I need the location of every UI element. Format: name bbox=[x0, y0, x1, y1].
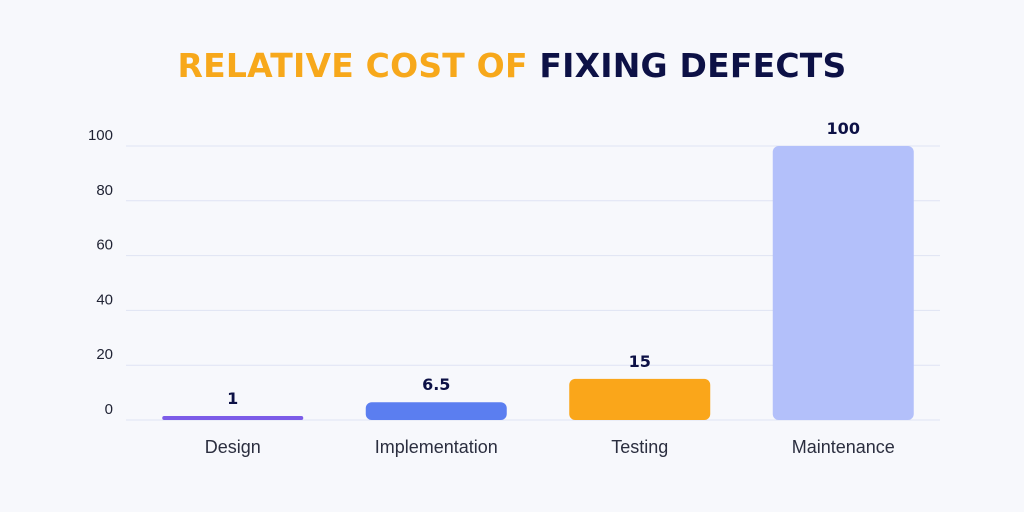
x-axis: Design Implementation Testing Maintenance bbox=[205, 437, 895, 457]
y-axis: 0 20 40 60 80 100 bbox=[88, 127, 113, 418]
y-tick-label: 100 bbox=[88, 127, 113, 144]
bar-testing bbox=[569, 378, 711, 420]
data-label: 1 bbox=[227, 389, 238, 408]
x-tick-label: Design bbox=[205, 437, 261, 457]
data-label: 100 bbox=[827, 119, 860, 138]
data-label: 6.5 bbox=[422, 375, 450, 394]
chart-title-highlight: RELATIVE COST OF bbox=[177, 46, 528, 85]
chart-title-main: FIXING DEFECTS bbox=[539, 46, 847, 85]
bar-design bbox=[162, 416, 304, 420]
x-tick-label: Testing bbox=[611, 437, 668, 457]
bar-implementation bbox=[365, 402, 507, 420]
data-labels: 1 6.5 15 100 bbox=[227, 119, 860, 408]
y-tick-label: 40 bbox=[96, 291, 113, 308]
y-tick-label: 60 bbox=[96, 237, 113, 254]
bars bbox=[162, 146, 914, 420]
y-tick-label: 20 bbox=[96, 346, 113, 363]
chart-title: RELATIVE COST OF FIXING DEFECTS bbox=[0, 44, 1024, 88]
x-tick-label: Maintenance bbox=[792, 437, 895, 457]
bar-maintenance bbox=[772, 146, 914, 420]
y-tick-label: 80 bbox=[96, 182, 113, 199]
x-tick-label: Implementation bbox=[375, 437, 498, 457]
y-tick-label: 0 bbox=[105, 401, 113, 418]
data-label: 15 bbox=[629, 352, 651, 371]
